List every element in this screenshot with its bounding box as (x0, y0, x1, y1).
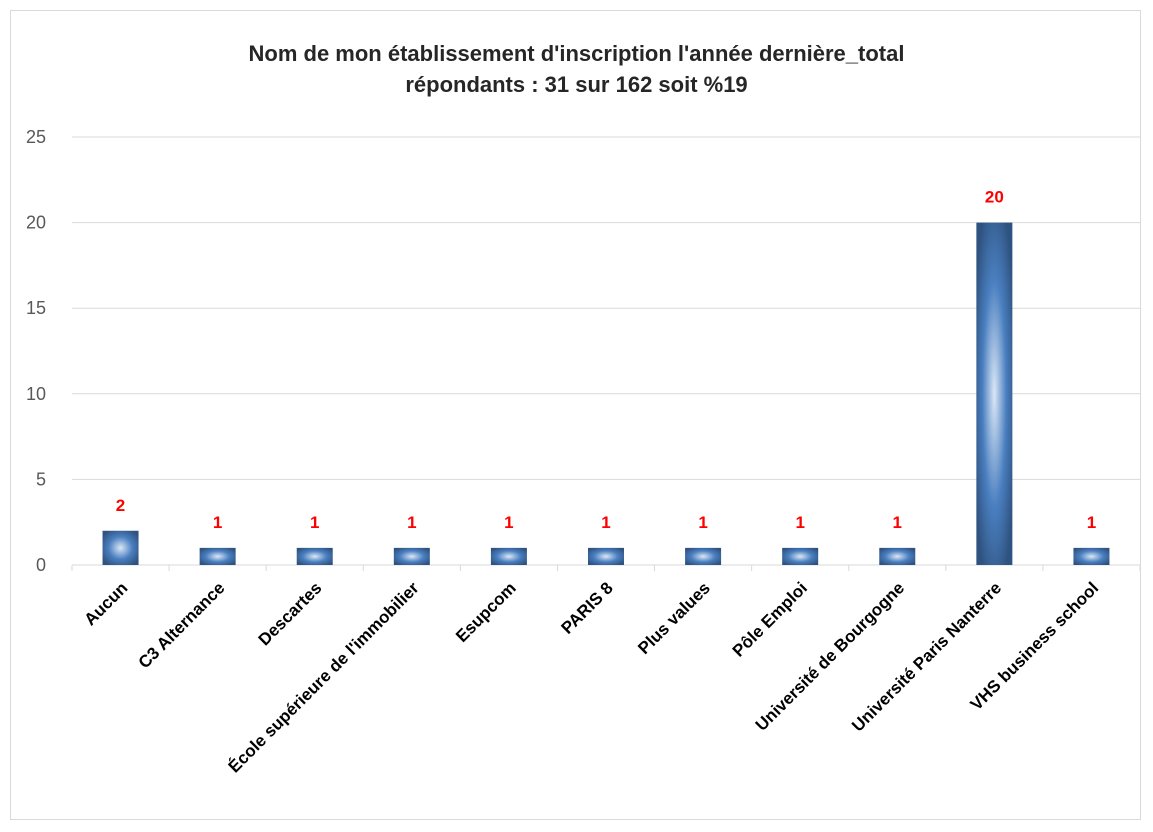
data-label: 1 (893, 513, 902, 532)
bar (199, 547, 236, 565)
y-tick-label: 5 (36, 469, 46, 489)
data-label: 1 (698, 513, 707, 532)
bar (393, 547, 430, 565)
bar (685, 547, 722, 565)
category-label: PARIS 8 (558, 578, 617, 637)
chart-title-line1: Nom de mon établissement d'inscription l… (248, 41, 905, 66)
chart-title: Nom de mon établissement d'inscription l… (0, 38, 1153, 100)
data-label: 1 (407, 513, 416, 532)
bar (879, 547, 916, 565)
y-tick-label: 10 (26, 384, 46, 404)
data-label: 1 (795, 513, 804, 532)
bar (588, 547, 624, 565)
data-label: 2 (116, 496, 125, 515)
bar (490, 547, 527, 565)
category-label: Plus values (634, 578, 714, 658)
bars (102, 222, 1110, 565)
y-tick-label: 20 (26, 213, 46, 233)
category-label: Aucun (81, 578, 132, 629)
y-tick-label: 0 (36, 555, 46, 575)
category-label: Esupcom (452, 578, 520, 646)
bar (102, 530, 139, 565)
bar (1073, 547, 1110, 565)
gridlines (71, 136, 1141, 571)
data-label: 20 (985, 188, 1004, 207)
y-tick-label: 15 (26, 298, 46, 318)
bar (782, 547, 819, 565)
category-label: Descartes (255, 578, 326, 649)
category-label: Pôle Emploi (729, 578, 811, 660)
chart-title-line2: répondants : 31 sur 162 soit %19 (405, 72, 748, 97)
data-label: 1 (601, 513, 610, 532)
chart-area (10, 10, 1141, 820)
bar (296, 547, 333, 565)
data-label: 1 (310, 513, 319, 532)
y-axis: 0 5 10 15 20 25 (26, 127, 46, 575)
data-label: 1 (213, 513, 222, 532)
data-label: 1 (504, 513, 513, 532)
bar (976, 222, 1013, 565)
data-labels: 2 1 1 1 1 1 1 1 1 20 1 (116, 188, 1096, 532)
data-label: 1 (1087, 513, 1096, 532)
category-label: C3 Alternance (135, 578, 229, 672)
category-label: École supérieure de l'immobilier (225, 578, 423, 776)
y-tick-label: 25 (26, 127, 46, 147)
